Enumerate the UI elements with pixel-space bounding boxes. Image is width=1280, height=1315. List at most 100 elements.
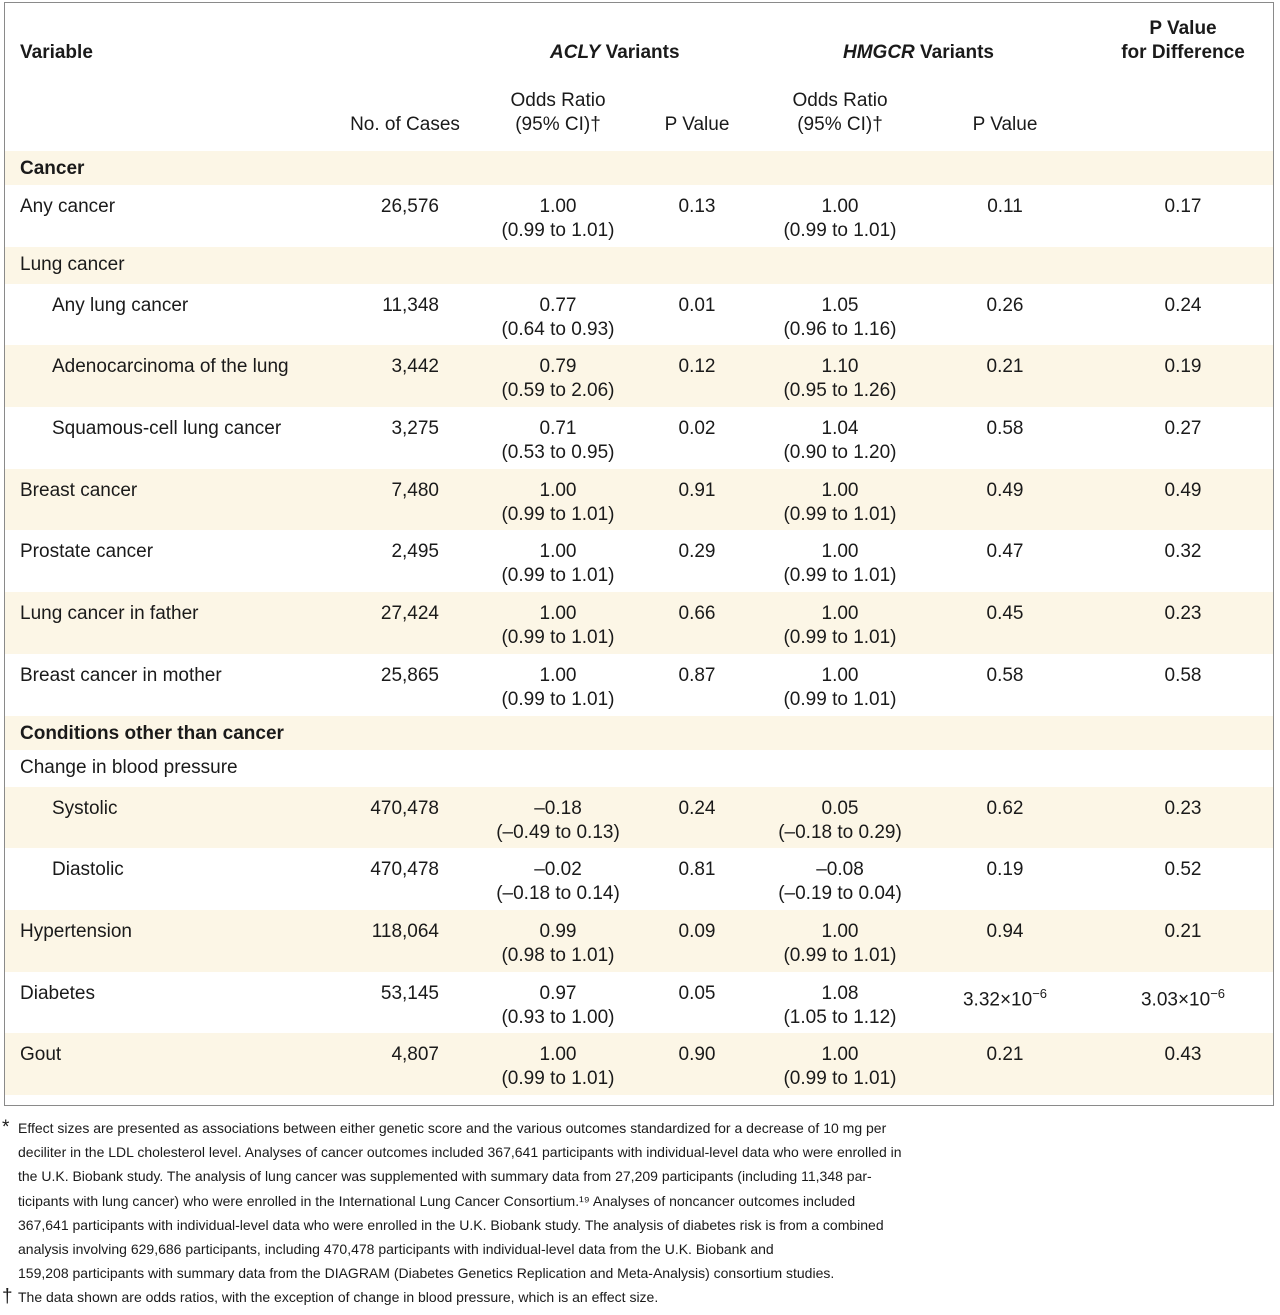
acly-or-cell: 1.00 (0.99 to 1.01) [483, 195, 633, 243]
hmgcr-or-value: 1.00 [821, 603, 859, 625]
header-acly-p: P Value [664, 114, 730, 135]
hmgcr-or-cell: 1.10 (0.95 to 1.26) [765, 355, 915, 403]
section-row: Cancer [5, 151, 1273, 185]
acly-or-cell: –0.18 (–0.49 to 0.13) [483, 797, 633, 845]
hmgcr-or-cell: 1.05 (0.96 to 1.16) [765, 294, 915, 342]
hmgcr-or-value: 1.00 [821, 479, 859, 501]
p-diff-value: 0.23 [1164, 603, 1202, 625]
p-diff-value: 0.52 [1164, 859, 1202, 881]
cases-cell: 3,442 [391, 356, 439, 378]
acly-ci-value: (0.99 to 1.01) [501, 1068, 615, 1090]
table-row: Prostate cancer 2,495 1.00 (0.99 to 1.01) 0.… [5, 530, 1273, 592]
subgroup-row: Change in blood pressure [5, 750, 1273, 787]
hmgcr-p-value: 0.21 [986, 356, 1024, 378]
p-diff-value: 0.23 [1164, 797, 1202, 819]
acly-or-value: –0.02 [534, 859, 582, 881]
variable-label: Conditions other than cancer [20, 722, 284, 744]
variable-label: Gout [20, 1044, 62, 1066]
hmgcr-p-cell: 0.49 [955, 479, 1055, 503]
acly-p-cell: 0.87 [678, 664, 716, 686]
header-pdiff: P Value for Difference [1113, 17, 1253, 65]
hmgcr-or-cell: –0.08 (–0.19 to 0.04) [765, 858, 915, 906]
hmgcr-or-value: 1.00 [821, 196, 859, 217]
p-diff-value: 0.17 [1164, 196, 1202, 217]
hmgcr-p-cell: 0.47 [955, 540, 1055, 564]
acly-or-value: 0.77 [539, 294, 577, 316]
hmgcr-ci-value: (0.99 to 1.01) [783, 1068, 897, 1090]
header-hmgcr-or-line1: Odds Ratio [792, 90, 888, 111]
variable-label: Any cancer [20, 196, 116, 217]
hmgcr-p-value: 0.58 [986, 664, 1024, 686]
variable-label: Change in blood pressure [20, 756, 238, 778]
variable-label: Hypertension [20, 920, 132, 942]
acly-ci-value: (0.99 to 1.01) [501, 220, 615, 241]
hmgcr-p-value: 0.58 [986, 418, 1024, 440]
hmgcr-ci-value: (1.05 to 1.12) [783, 1006, 897, 1028]
p-diff-cell: 0.17 [1123, 195, 1243, 219]
hmgcr-p-value: 0.94 [986, 920, 1024, 942]
acly-p-cell: 0.13 [678, 196, 716, 217]
hmgcr-ci-value: (0.99 to 1.01) [783, 688, 897, 710]
hmgcr-or-value: 1.04 [821, 418, 859, 440]
p-diff-cell: 0.23 [1123, 602, 1243, 626]
hmgcr-ci-value: (0.90 to 1.20) [783, 442, 897, 464]
variable-label: Breast cancer [20, 479, 138, 501]
table-row: Breast cancer in mother 25,865 1.00 (0.99 t… [5, 654, 1273, 716]
hmgcr-ci-value: (–0.18 to 0.29) [778, 821, 902, 843]
hmgcr-or-cell: 1.04 (0.90 to 1.20) [765, 417, 915, 465]
acly-ci-value: (–0.49 to 0.13) [496, 821, 620, 843]
variable-label: Squamous-cell lung cancer [52, 418, 282, 440]
p-diff-value: 0.49 [1164, 479, 1202, 501]
acly-p-cell: 0.24 [678, 797, 716, 819]
table-body: Cancer Any cancer 26,576 1.00 (0.99 to 1.01)… [5, 151, 1273, 1095]
p-diff-value: 3.03×10 [1140, 988, 1211, 1010]
header-acly-or: Odds Ratio (95% CI)† [483, 89, 633, 137]
acly-p-cell: 0.29 [678, 541, 716, 563]
acly-ci-value: (0.98 to 1.01) [501, 944, 615, 966]
hmgcr-p-cell: 3.32×10−6 [955, 982, 1055, 1012]
hmgcr-p-cell: 0.26 [955, 294, 1055, 318]
header-acly-gene: ACLY [550, 42, 601, 63]
acly-or-value: 1.00 [539, 541, 577, 563]
p-diff-value: 0.19 [1164, 356, 1202, 378]
acly-ci-value: (–0.18 to 0.14) [496, 883, 620, 905]
acly-or-value: 1.00 [539, 664, 577, 686]
footnotes: * Effect sizes are presented as associati… [0, 1116, 1276, 1310]
hmgcr-p-value: 0.62 [986, 797, 1024, 819]
hmgcr-p-cell: 0.58 [955, 664, 1055, 688]
hmgcr-or-value: 0.05 [821, 797, 859, 819]
p-diff-cell: 0.27 [1123, 417, 1243, 441]
acly-ci-value: (0.64 to 0.93) [501, 318, 615, 340]
header-pdiff-line2: for Difference [1121, 42, 1245, 63]
acly-ci-value: (0.59 to 2.06) [501, 380, 615, 402]
hmgcr-ci-value: (0.99 to 1.01) [783, 565, 897, 587]
hmgcr-or-value: 1.00 [821, 1044, 859, 1066]
hmgcr-p-value: 0.21 [986, 1044, 1024, 1066]
acly-ci-value: (0.93 to 1.00) [501, 1006, 615, 1028]
hmgcr-or-value: 1.08 [821, 982, 859, 1004]
table-row: Lung cancer in father 27,424 1.00 (0.99 to … [5, 592, 1273, 654]
footnote-mark: † [2, 1286, 13, 1308]
acly-or-cell: 1.00 (0.99 to 1.01) [483, 1043, 633, 1091]
hmgcr-p-value: 3.32×10 [962, 988, 1033, 1010]
header-acly-suffix: Variants [600, 42, 680, 63]
variable-label: Breast cancer in mother [20, 664, 222, 686]
p-diff-cell: 3.03×10−6 [1123, 982, 1243, 1012]
footnote-line: Effect sizes are presented as associatio… [18, 1120, 887, 1136]
acly-or-cell: 1.00 (0.99 to 1.01) [483, 602, 633, 650]
hmgcr-or-cell: 1.00 (0.99 to 1.01) [765, 479, 915, 527]
p-diff-cell: 0.49 [1123, 479, 1243, 503]
p-diff-cell: 0.32 [1123, 540, 1243, 564]
acly-p-cell: 0.01 [678, 294, 716, 316]
footnote-line: 159,208 participants with summary data f… [18, 1265, 835, 1282]
acly-ci-value: (0.53 to 0.95) [501, 442, 615, 464]
p-diff-value: 0.58 [1164, 664, 1202, 686]
p-diff-value: 0.24 [1164, 294, 1202, 316]
variable-label: Adenocarcinoma of the lung [52, 356, 289, 378]
hmgcr-or-value: 1.05 [821, 294, 859, 316]
variable-label: Lung cancer in father [20, 603, 199, 625]
footnote-line: the U.K. Biobank study. The analysis of … [18, 1168, 872, 1185]
results-table: Variable ACLY Variants HMGCR Variants P … [4, 2, 1274, 1106]
acly-or-cell: 0.71 (0.53 to 0.95) [483, 417, 633, 465]
hmgcr-p-value: 0.11 [987, 196, 1023, 217]
